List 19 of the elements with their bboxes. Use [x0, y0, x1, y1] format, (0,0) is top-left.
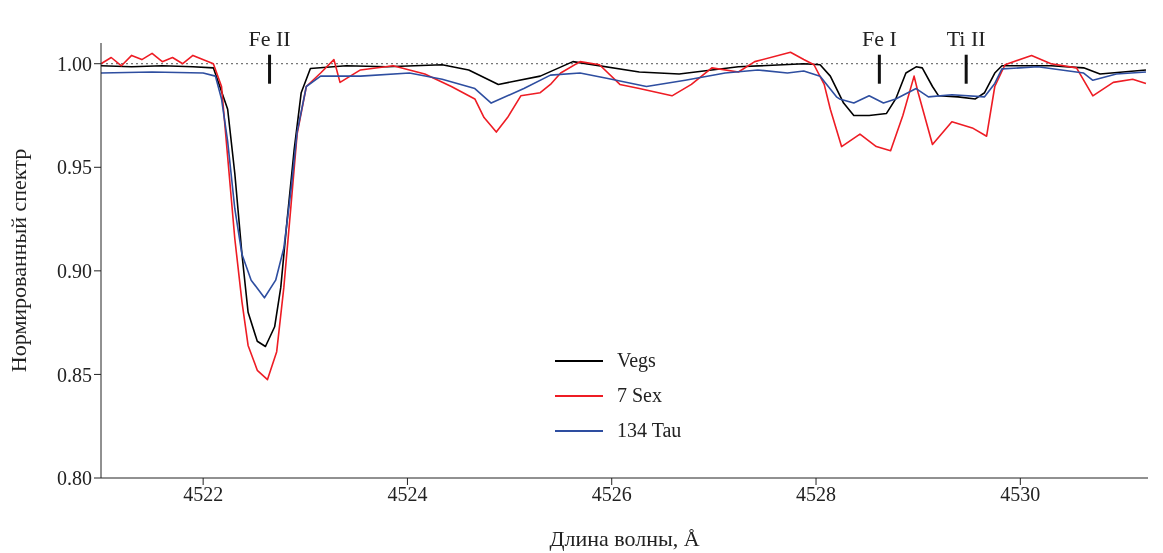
line-series: [101, 66, 1147, 299]
x-tick-label: 4528: [796, 483, 837, 506]
y-tick-label: 0.80: [57, 467, 92, 490]
annotation: Ti II: [946, 25, 986, 51]
y-tick-label: 1.00: [57, 52, 92, 75]
annotation: Fe I: [861, 25, 897, 51]
y-axis-title: Нормированный спектр: [5, 148, 31, 373]
legend-label: 134 Tau: [617, 419, 682, 442]
y-tick-label: 0.95: [57, 156, 92, 179]
legend-label: 7 Sex: [617, 384, 662, 407]
y-tick-label: 0.90: [57, 259, 92, 282]
legend-label: Vegs: [617, 349, 656, 372]
x-tick-label: 4524: [387, 483, 428, 506]
x-tick-label: 4530: [1000, 483, 1041, 506]
x-axis-title: Длина волны, Å: [549, 526, 700, 551]
x-tick-label: 4526: [591, 483, 632, 506]
annotation: Fe II: [248, 25, 291, 51]
x-tick-label: 4522: [183, 483, 224, 506]
y-tick-label: 0.85: [57, 363, 92, 386]
